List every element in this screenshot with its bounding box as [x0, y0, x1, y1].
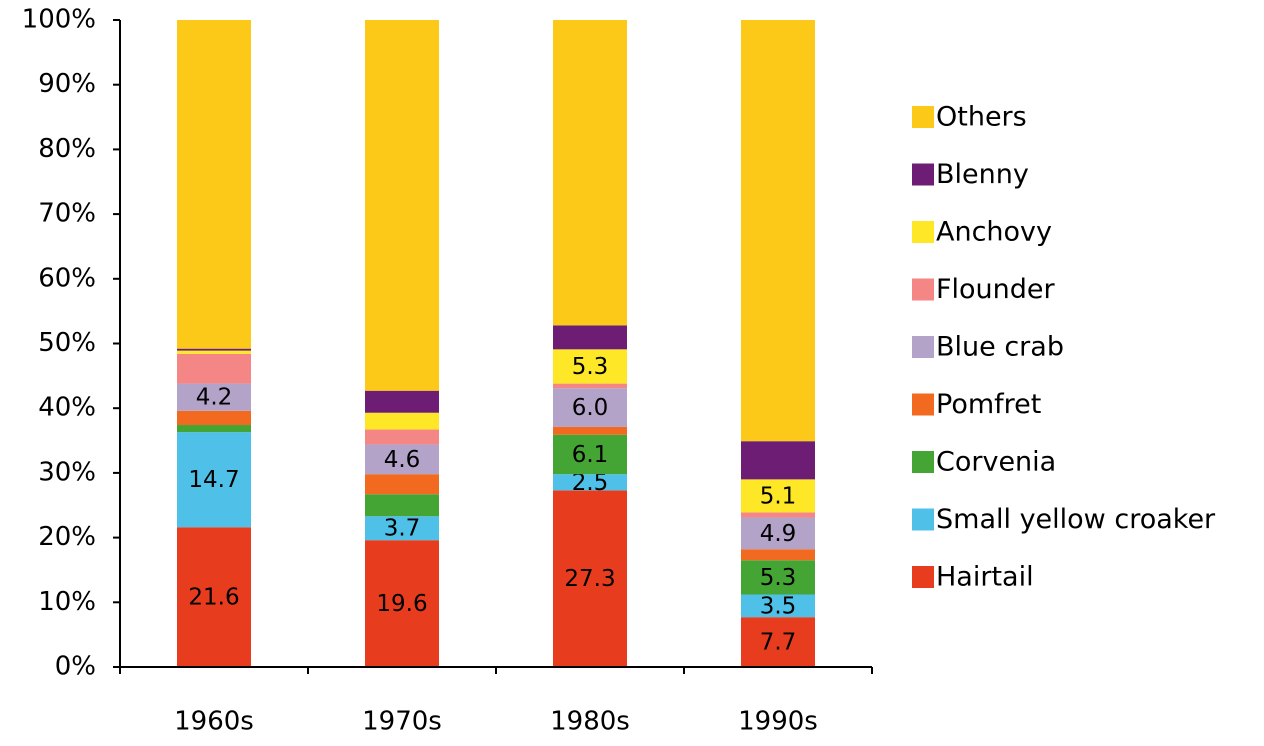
legend-swatch	[912, 566, 934, 588]
y-tick-label: 80%	[38, 134, 96, 164]
legend-swatch	[912, 508, 934, 531]
legend-swatch	[912, 106, 934, 128]
data-label: 5.3	[572, 354, 609, 380]
data-label: 5.3	[760, 565, 797, 591]
data-label: 3.7	[384, 516, 421, 542]
data-label: 7.7	[760, 630, 797, 656]
bar-segment	[365, 540, 439, 667]
y-tick-label: 100%	[22, 5, 96, 35]
bar-segment	[741, 594, 815, 618]
bar-segment	[365, 444, 439, 475]
legend-swatch	[912, 221, 934, 243]
bar-segment	[553, 325, 627, 350]
y-tick-label: 0%	[55, 652, 96, 682]
bar-segment	[365, 412, 439, 430]
x-tick-label: 1980s	[550, 707, 630, 737]
bar-segment	[365, 390, 439, 413]
bar-segment	[177, 348, 251, 351]
bar-segment	[177, 353, 251, 384]
bar-segment	[177, 432, 251, 528]
data-label: 14.7	[188, 467, 239, 493]
data-label: 4.9	[760, 521, 797, 547]
bar-segment	[741, 549, 815, 561]
bar-segment	[741, 20, 815, 442]
bar-segment	[177, 20, 251, 349]
bar-segment	[553, 349, 627, 384]
legend-label: Hairtail	[936, 562, 1034, 593]
data-label: 27.3	[564, 566, 615, 592]
bar-segment	[741, 441, 815, 480]
bar-segment	[365, 474, 439, 495]
bar-segment	[177, 410, 251, 426]
legend-label: Anchovy	[936, 217, 1052, 248]
y-tick-label: 60%	[38, 263, 96, 293]
y-tick-label: 10%	[38, 587, 96, 617]
legend-swatch	[912, 393, 934, 416]
legend-label: Pomfret	[936, 389, 1041, 420]
x-tick-label: 1990s	[738, 707, 818, 737]
data-label: 6.1	[572, 442, 609, 468]
data-label: 3.5	[760, 593, 797, 619]
x-tick-label: 1970s	[362, 707, 442, 737]
y-tick-label: 30%	[38, 457, 96, 487]
legend-label: Flounder	[936, 274, 1056, 305]
legend-label: Blue crab	[936, 332, 1064, 363]
bar-segment	[365, 494, 439, 517]
legend-swatch	[912, 336, 934, 358]
data-label: 5.1	[760, 483, 797, 509]
legend-swatch	[912, 163, 934, 186]
bar-segment	[365, 516, 439, 541]
bar-segment	[553, 426, 627, 435]
bar-segment	[553, 434, 627, 475]
data-label: 4.2	[196, 385, 233, 411]
legend-label: Corvenia	[936, 447, 1056, 478]
data-label: 21.6	[188, 585, 239, 611]
bar-segment	[741, 560, 815, 595]
legend-label: Blenny	[936, 159, 1029, 190]
bar-segment	[177, 425, 251, 433]
data-label: 6.0	[572, 395, 609, 421]
bar-segment	[553, 383, 627, 389]
data-label: 19.6	[376, 591, 427, 617]
bar-segment	[365, 429, 439, 445]
y-tick-label: 50%	[38, 328, 96, 358]
x-tick-label: 1960s	[174, 707, 254, 737]
bar-segment	[177, 527, 251, 667]
y-tick-label: 90%	[38, 69, 96, 99]
y-tick-label: 20%	[38, 522, 96, 552]
bar-segment	[365, 20, 439, 391]
legend-swatch	[912, 278, 934, 301]
bar-segment	[553, 20, 627, 326]
bar-segment	[741, 479, 815, 513]
bar-segment	[553, 490, 627, 667]
bar-segment	[553, 474, 627, 491]
legend-swatch	[912, 451, 934, 473]
legend-label: Small yellow croaker	[936, 504, 1216, 535]
data-label: 4.6	[384, 447, 421, 473]
y-tick-label: 40%	[38, 393, 96, 423]
bar-segment	[177, 350, 251, 354]
bar-segment	[177, 383, 251, 411]
bar-segment	[741, 512, 815, 518]
y-tick-label: 70%	[38, 199, 96, 229]
bar-segment	[741, 617, 815, 667]
bar-segment	[553, 388, 627, 427]
bar-segment	[741, 517, 815, 550]
legend-label: Others	[936, 102, 1027, 133]
